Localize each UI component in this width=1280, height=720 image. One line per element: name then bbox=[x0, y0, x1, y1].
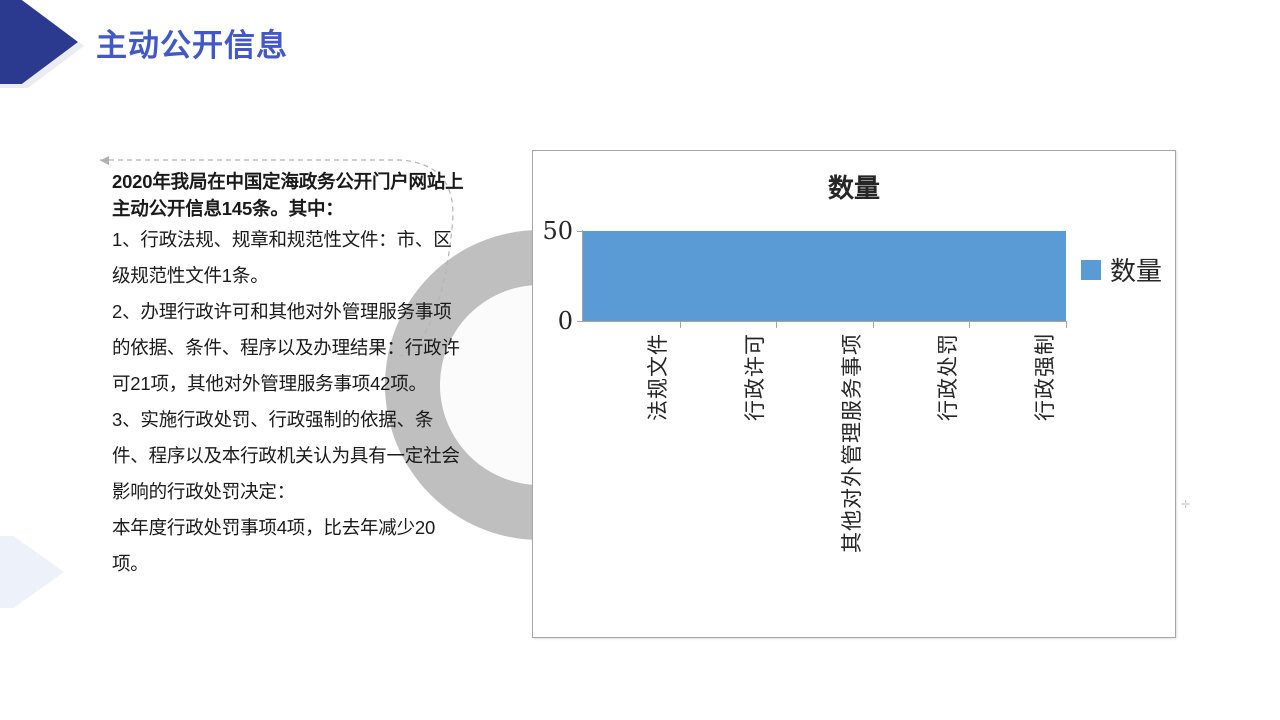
plot-area bbox=[583, 231, 1066, 321]
x-axis-category-label: 行政许可 bbox=[742, 333, 767, 421]
summary-paragraph-4: 本年度行政处罚事项4项，比去年减少20项。 bbox=[112, 517, 436, 574]
x-axis-tick bbox=[1066, 321, 1067, 328]
y-axis-tick-label: 50 bbox=[542, 217, 573, 245]
summary-paragraph-1: 1、行政法规、规章和规范性文件：市、区级规范性文件1条。 bbox=[112, 229, 452, 286]
quantity-bar-chart[interactable]: 数量 50 0 法规文件 行政许可 其他对外管理服务事项 行政处罚 行政强制 数量 bbox=[532, 150, 1176, 638]
x-axis-category-label: 行政处罚 bbox=[936, 333, 961, 421]
x-axis-tick bbox=[679, 321, 681, 328]
x-axis-category-label: 法规文件 bbox=[646, 333, 671, 421]
y-axis-tick bbox=[577, 321, 583, 322]
information-summary-text: 2020年我局在中国定海政务公开门户网站上主动公开信息145条。其中： 1、行政… bbox=[112, 168, 464, 582]
chart-title: 数量 bbox=[827, 174, 880, 204]
x-axis-category-label: 其他对外管理服务事项 bbox=[839, 333, 864, 553]
page-title: 主动公开信息 bbox=[96, 28, 288, 63]
callout-arrow-icon bbox=[100, 156, 109, 165]
summary-paragraph-3: 3、实施行政处罚、行政强制的依据、条件、程序以及本行政机关认为具有一定社会影响的… bbox=[112, 409, 460, 502]
summary-paragraph-2: 2、办理行政许可和其他对外管理服务事项的依据、条件、程序以及办理结果：行政许可2… bbox=[112, 301, 460, 394]
y-axis-tick-label: 0 bbox=[557, 307, 573, 335]
x-axis-category-label: 行政强制 bbox=[1032, 333, 1057, 421]
chart-resize-handle[interactable]: ✛ bbox=[1181, 499, 1191, 511]
legend-label: 数量 bbox=[1110, 257, 1163, 287]
legend-swatch-icon bbox=[1081, 259, 1101, 280]
x-axis-line bbox=[582, 321, 1067, 322]
summary-heading: 2020年我局在中国定海政务公开门户网站上主动公开信息145条。其中： bbox=[112, 171, 464, 219]
x-axis-tick bbox=[969, 321, 971, 328]
bar-series-datum[interactable] bbox=[583, 231, 1066, 321]
y-axis-tick bbox=[577, 231, 583, 232]
x-axis-tick bbox=[872, 321, 874, 328]
chart-legend[interactable]: 数量 bbox=[1081, 251, 1162, 288]
y-axis-line bbox=[582, 230, 583, 322]
bottom-left-chevron-icon bbox=[0, 536, 64, 608]
x-axis-tick bbox=[776, 321, 778, 328]
